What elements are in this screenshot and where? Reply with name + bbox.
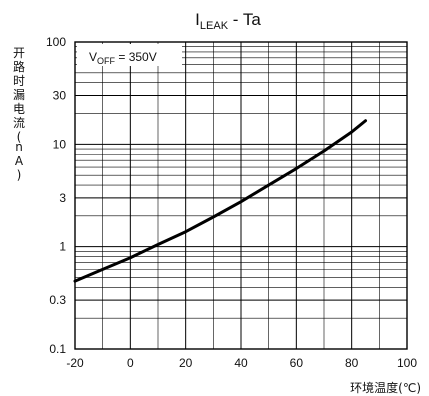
series-line [73, 119, 367, 283]
x-tick-label: 20 [179, 356, 193, 370]
annotation-box [77, 44, 182, 66]
y-axis-label-char: 路 [13, 59, 25, 74]
y-axis-label-char: ) [17, 168, 22, 182]
x-tick-labels: -20 0 20 40 60 80 100 [66, 356, 417, 370]
data-series [73, 119, 367, 283]
x-tick-label: 100 [397, 356, 417, 370]
y-tick-label: 10 [53, 137, 67, 151]
x-tick-label: 0 [127, 356, 134, 370]
annotation-text: VOFF = 350V [89, 50, 157, 66]
y-tick-label: 100 [46, 35, 66, 49]
y-tick-labels: 0.1 0.3 1 3 10 30 100 [46, 35, 66, 356]
y-tick-label: 1 [59, 240, 66, 254]
x-tick-label: 40 [234, 356, 248, 370]
y-axis-label-char: 流 [13, 116, 25, 130]
plot-frame [74, 41, 408, 350]
y-axis-label-char: 电 [13, 102, 25, 116]
y-axis-label-char: 漏 [13, 88, 25, 102]
y-axis-label-char: A [15, 154, 24, 168]
y-axis-label-char: 时 [13, 74, 25, 88]
y-tick-label: 0.1 [49, 342, 66, 356]
y-axis-label-char: 开 [13, 46, 25, 60]
y-tick-label: 0.3 [49, 293, 66, 307]
y-axis-label-char: ( [17, 130, 22, 144]
x-axis-label: 环境温度(℃) [350, 380, 421, 395]
chart-title: ILEAK - Ta [195, 10, 261, 32]
y-tick-label: 30 [53, 89, 67, 103]
x-tick-label: 60 [290, 356, 304, 370]
y-tick-label: 3 [59, 191, 66, 205]
y-axis-label-char: n [15, 140, 23, 154]
x-tick-label: 80 [345, 356, 359, 370]
x-tick-label: -20 [66, 356, 84, 370]
